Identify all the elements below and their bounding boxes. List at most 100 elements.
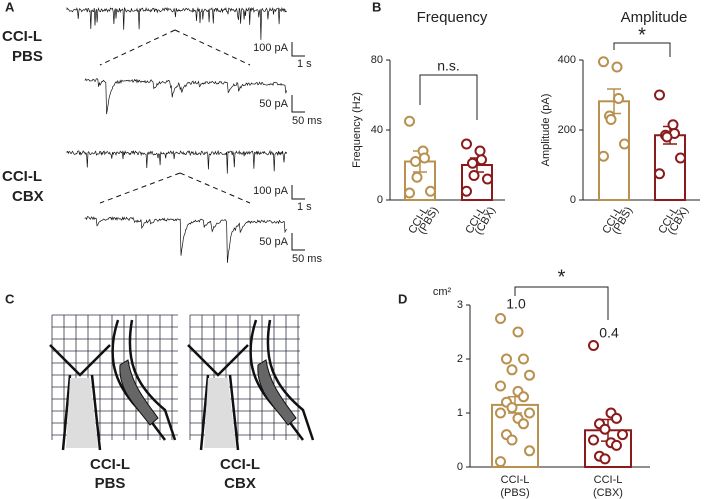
- y-tick-label: 0: [570, 194, 576, 206]
- data-point: [506, 402, 518, 414]
- condition-label: PBS: [95, 475, 126, 492]
- data-point: [467, 157, 478, 169]
- condition-label: CCI-L: [220, 456, 260, 473]
- y-tick-label: 0: [377, 194, 383, 206]
- data-point: [518, 391, 529, 403]
- scale-bar: [291, 185, 305, 200]
- significance-label: *: [558, 266, 566, 288]
- scale-label: 50 pA: [259, 236, 288, 248]
- data-point: [524, 369, 535, 381]
- drawing: [187, 314, 315, 451]
- data-point: [598, 56, 609, 68]
- panel-label: C: [5, 291, 15, 306]
- scale-label: 100 pA: [253, 185, 289, 197]
- zoom-line: [179, 172, 251, 204]
- data-point: [495, 456, 506, 468]
- data-point: [468, 170, 480, 181]
- x-tick-label: CCI-L: [501, 474, 530, 486]
- data-point: [667, 119, 679, 131]
- panel-label: B: [372, 0, 381, 14]
- scale-bar: [291, 233, 305, 251]
- data-point: [419, 152, 430, 164]
- scale-label: 50 ms: [292, 115, 322, 127]
- significance-bracket: [419, 74, 478, 120]
- panel-label: A: [5, 0, 15, 14]
- data-point: [518, 353, 529, 365]
- data-point: [482, 173, 493, 185]
- tissue-outline: [187, 344, 249, 451]
- scale-label: 50 ms: [292, 253, 322, 265]
- condition-label: CCI-L: [2, 28, 42, 45]
- data-point: [654, 168, 665, 180]
- scale-label: 100 pA: [253, 42, 289, 54]
- data-point: [675, 152, 686, 164]
- data-point: [605, 114, 617, 125]
- scale-bar: [291, 95, 305, 113]
- bar-annotation: 0.4: [599, 325, 619, 341]
- significance-label: *: [638, 24, 646, 46]
- lesion: [257, 359, 297, 426]
- zoom-line: [174, 29, 251, 66]
- data-point: [613, 93, 624, 104]
- data-point: [611, 61, 623, 73]
- panel-label: D: [398, 291, 407, 306]
- data-point: [506, 364, 518, 376]
- y-tick-label: 3: [457, 299, 463, 311]
- y-tick-label: 0: [457, 461, 463, 473]
- data-point: [617, 429, 628, 441]
- bar-annotation: 1.0: [506, 296, 526, 312]
- trace-slow: [66, 6, 287, 40]
- y-axis-label: Frequency (Hz): [351, 92, 363, 168]
- y-tick-label: 200: [558, 124, 576, 136]
- tissue-fill: [204, 378, 236, 448]
- data-point: [512, 326, 524, 338]
- condition-label: CCI-L: [90, 456, 130, 473]
- data-point: [518, 418, 529, 430]
- significance-bracket: [514, 286, 609, 320]
- data-point: [611, 439, 622, 451]
- data-point: [461, 185, 472, 197]
- data-point: [495, 313, 506, 324]
- data-point: [425, 185, 436, 197]
- data-point: [495, 380, 506, 392]
- y-tick-label: 2: [457, 353, 463, 365]
- condition-label: PBS: [12, 48, 43, 65]
- data-point: [611, 412, 622, 424]
- significance-label: n.s.: [437, 58, 460, 74]
- chart-title: Amplitude: [621, 9, 688, 26]
- scale-label: 1 s: [297, 201, 312, 213]
- data-point: [501, 353, 512, 365]
- data-point: [588, 434, 599, 446]
- y-tick-label: 400: [558, 54, 576, 66]
- x-tick-label: CCI-L: [594, 474, 623, 486]
- condition-label: CBX: [224, 475, 256, 492]
- data-point: [410, 156, 421, 167]
- data-point: [404, 115, 415, 127]
- y-tick-label: 1: [457, 407, 463, 419]
- trace-slow: [66, 149, 288, 174]
- data-point: [461, 138, 472, 150]
- data-point: [506, 434, 518, 446]
- data-point: [495, 407, 506, 419]
- x-tick-label: (CBX): [593, 487, 623, 499]
- drawing: [49, 314, 178, 451]
- trace-fast: [84, 78, 287, 115]
- y-axis-label: cm²: [433, 286, 452, 298]
- y-tick-label: 80: [371, 54, 383, 66]
- trace-fast: [84, 216, 287, 263]
- data-point: [404, 187, 415, 199]
- data-point: [411, 171, 423, 183]
- data-point: [598, 150, 609, 162]
- data-point: [599, 453, 611, 465]
- bar: [654, 134, 686, 201]
- scale-bar: [291, 42, 305, 57]
- chart-title: Frequency: [417, 9, 488, 26]
- y-axis-label: Amplitude (pA): [540, 94, 552, 167]
- data-point: [524, 445, 535, 457]
- data-point: [524, 407, 535, 419]
- data-point: [474, 145, 486, 157]
- tissue-outline: [49, 344, 111, 451]
- data-point: [599, 423, 611, 435]
- significance-bracket: [613, 42, 671, 57]
- lesion: [119, 359, 159, 426]
